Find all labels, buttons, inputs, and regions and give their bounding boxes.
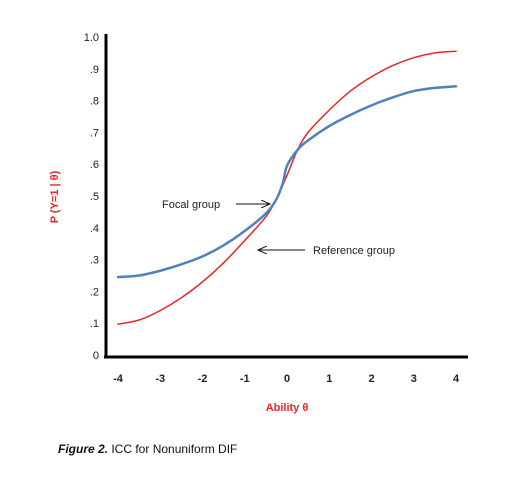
y-tick-label: .6 [90,159,99,171]
y-tick-label: .3 [90,255,99,267]
y-tick-label: 1.0 [84,32,99,44]
x-tick-labels: -4 -3 -2 -1 0 1 2 3 4 [113,373,460,385]
annotation-focal-group: Focal group [162,199,220,211]
x-tick-label: 1 [326,373,332,385]
y-tick-labels: 0 .1 .2 .3 .4 .5 .6 .7 .8 .9 1.0 [84,32,99,362]
y-tick-label: .7 [90,127,99,139]
y-tick-label: .2 [90,286,99,298]
x-tick-label: -2 [198,373,208,385]
series-line-reference-group [117,50,457,325]
y-tick-label: .9 [90,64,99,76]
x-axis-label: Ability θ [266,402,309,414]
figure-caption: Figure 2. ICC for Nonuniform DIF [58,442,237,456]
series-line-focal-group [116,85,458,279]
y-tick-label: 0 [93,350,99,362]
series-layer [116,50,458,325]
x-tick-label: 4 [453,373,460,385]
annotations: Focal group Reference group [162,199,395,257]
y-tick-label: .8 [90,96,99,108]
caption-lead: Figure 2. [58,442,109,456]
x-tick-label: 0 [284,373,290,385]
caption-text: ICC for Nonuniform DIF [108,442,238,456]
y-tick-label: .4 [90,223,99,235]
y-axis-label: P (Y=1 | θ) [49,170,61,223]
axes [104,34,468,359]
y-tick-label: .5 [90,191,99,203]
x-tick-label: -4 [113,373,124,385]
x-tick-label: 2 [368,373,374,385]
x-tick-label: 3 [411,373,417,385]
x-tick-label: -3 [155,373,165,385]
annotation-reference-group: Reference group [313,245,395,257]
y-tick-label: .1 [90,318,99,330]
x-tick-label: -1 [240,373,250,385]
